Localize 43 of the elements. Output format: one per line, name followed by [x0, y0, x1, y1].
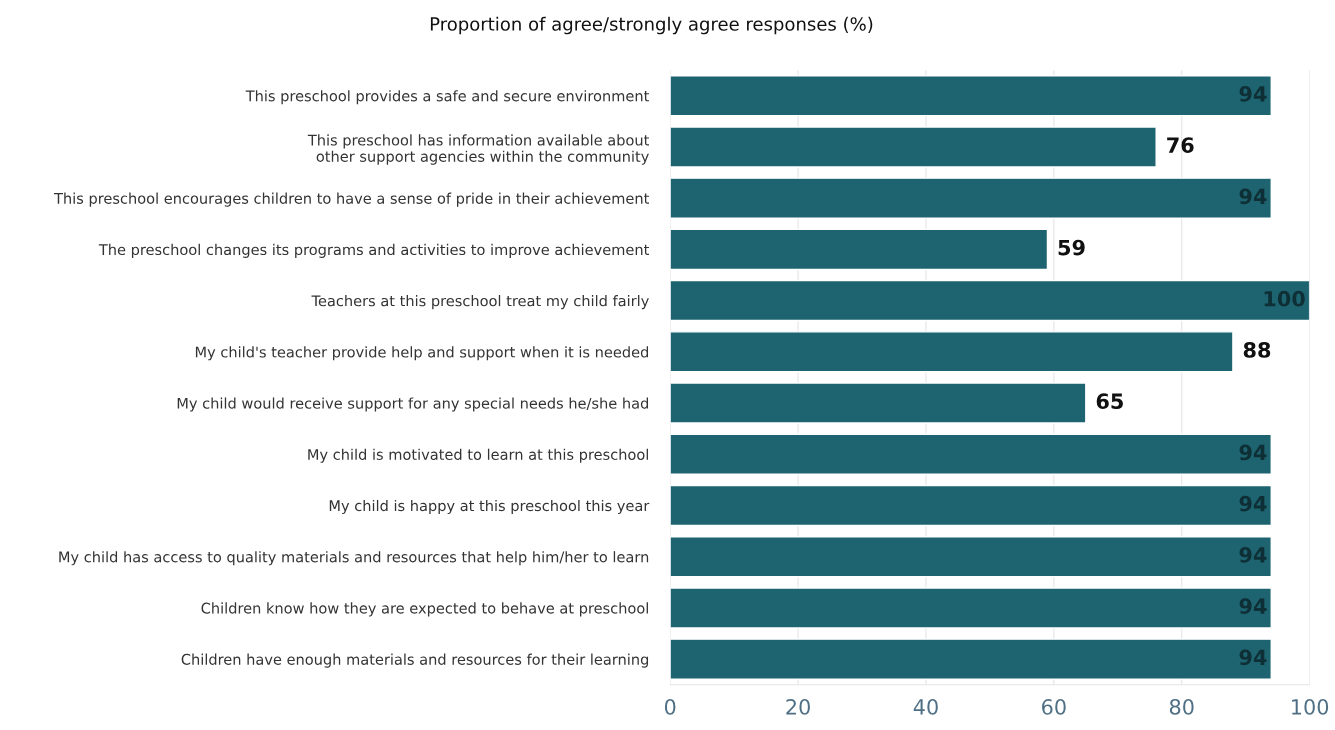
bar — [670, 331, 1234, 373]
bar — [670, 484, 1272, 527]
data-label: 94 — [1239, 188, 1267, 205]
bar — [670, 279, 1310, 322]
bar — [670, 382, 1087, 424]
data-label: 94 — [1239, 495, 1267, 512]
data-label: 94 — [1239, 444, 1267, 461]
bar — [670, 126, 1157, 168]
data-label: 100 — [1264, 290, 1305, 307]
x-tick-label: 40 — [913, 699, 938, 715]
bar — [670, 638, 1272, 680]
y-tick-label: My child is happy at this preschool this year — [329, 499, 650, 515]
y-tick-label: This preschool provides a safe and secure environment — [245, 90, 649, 105]
y-tick-label: Teachers at this preschool treat my child fairly — [311, 295, 649, 310]
x-tick-label: 0 — [664, 699, 676, 715]
chart-title: Proportion of agree/strongly agree responses (%) — [430, 16, 873, 35]
y-tick-label: Children know how they are expected to behave at preschool — [201, 602, 648, 617]
x-tick-label: 100 — [1292, 699, 1329, 715]
bar — [670, 587, 1272, 629]
data-label: 76 — [1167, 137, 1194, 153]
data-label: 59 — [1058, 239, 1085, 256]
x-tick-label: 80 — [1169, 699, 1194, 715]
y-tick-label: My child's teacher provide help and support when it is needed — [195, 346, 649, 361]
bar — [670, 177, 1272, 219]
bar — [670, 228, 1049, 271]
data-label: 94 — [1239, 649, 1267, 666]
x-tick-label: 60 — [1042, 699, 1066, 715]
bar — [670, 433, 1272, 475]
data-label: 94 — [1239, 546, 1267, 563]
data-label: 94 — [1239, 598, 1267, 614]
y-tick-label: My child is motivated to learn at this preschool — [308, 448, 648, 463]
data-label: 88 — [1243, 342, 1271, 358]
y-tick-label: Children have enough materials and resources for their learning — [181, 653, 649, 668]
data-label: 94 — [1239, 86, 1267, 102]
y-tick-label: My child would receive support for any special needs he/she had — [177, 397, 649, 412]
y-tick-label: This preschool has information available about other support agencies within the community — [307, 134, 649, 165]
x-tick-label: 20 — [786, 699, 810, 715]
y-tick-label: The preschool changes its programs and activities to improve achievement — [98, 243, 649, 258]
y-tick-label: This preschool encourages children to have a sense of pride in their achievement — [53, 192, 649, 207]
y-tick-label: My child has access to quality materials and resources that help him/her to learn — [59, 551, 649, 566]
bar — [670, 536, 1272, 578]
data-label: 65 — [1096, 393, 1123, 410]
bar — [670, 75, 1272, 117]
